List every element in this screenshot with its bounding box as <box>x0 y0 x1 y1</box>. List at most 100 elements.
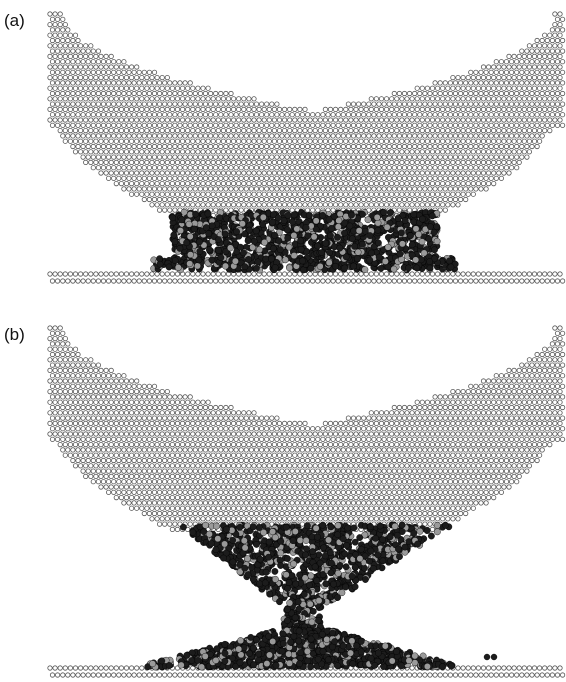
wall-particle <box>50 81 54 85</box>
wall-particle <box>122 405 126 409</box>
wall-particle <box>553 75 557 79</box>
wall-particle <box>382 187 386 191</box>
wall-particle <box>415 192 419 196</box>
wall-particle <box>68 389 72 393</box>
wall-particle <box>208 427 212 431</box>
wall-particle <box>53 379 57 383</box>
wall-particle <box>349 118 353 122</box>
wall-particle <box>168 395 172 399</box>
wall-particle <box>81 416 85 420</box>
wall-particle <box>91 374 95 378</box>
wall-particle <box>453 123 457 127</box>
wall-particle <box>486 160 490 164</box>
wall-particle <box>244 279 248 283</box>
wall-particle <box>504 279 508 283</box>
wall-particle <box>157 113 161 117</box>
wall-particle <box>63 33 67 37</box>
wall-particle <box>356 155 360 159</box>
wall-particle <box>372 144 376 148</box>
wall-particle <box>104 150 108 154</box>
wall-particle <box>272 181 276 185</box>
wall-particle <box>537 442 541 446</box>
wall-particle <box>155 160 159 164</box>
wall-particle <box>226 411 230 415</box>
wall-particle <box>379 128 383 132</box>
wall-particle <box>318 192 322 196</box>
wall-particle <box>66 405 70 409</box>
wall-particle <box>129 192 133 196</box>
wall-particle <box>305 144 309 148</box>
wall-particle <box>94 421 98 425</box>
wall-particle <box>150 203 154 207</box>
wall-particle <box>377 102 381 106</box>
wall-particle <box>132 405 136 409</box>
wall-particle <box>369 97 373 101</box>
wall-particle <box>520 395 524 399</box>
wall-particle <box>137 395 141 399</box>
wall-particle <box>229 416 233 420</box>
wall-particle <box>122 166 126 170</box>
wall-particle <box>252 171 256 175</box>
wall-particle <box>402 91 406 95</box>
wall-particle <box>206 421 210 425</box>
wall-particle <box>58 118 62 122</box>
wall-particle <box>502 86 506 90</box>
wall-particle <box>140 128 144 132</box>
grain <box>196 239 202 245</box>
wall-particle <box>175 139 179 143</box>
wall-particle <box>117 416 121 420</box>
wall-particle <box>282 432 286 436</box>
wall-particle <box>231 411 235 415</box>
wall-particle <box>367 197 371 201</box>
wall-particle <box>216 128 220 132</box>
wall-particle <box>84 86 88 90</box>
wall-particle <box>252 272 256 276</box>
wall-particle <box>84 160 88 164</box>
wall-particle <box>520 144 524 148</box>
wall-particle <box>272 421 276 425</box>
wall-particle <box>313 118 317 122</box>
wall-particle <box>313 181 317 185</box>
wall-particle <box>237 128 241 132</box>
wall-particle <box>379 432 383 436</box>
wall-particle <box>395 411 399 415</box>
wall-particle <box>420 192 424 196</box>
wall-particle <box>186 97 190 101</box>
wall-particle <box>58 411 62 415</box>
wall-particle <box>81 70 85 74</box>
wall-particle <box>288 139 292 143</box>
wall-particle <box>53 44 57 48</box>
wall-particle <box>466 139 470 143</box>
wall-particle <box>55 38 59 42</box>
wall-particle <box>481 389 485 393</box>
wall-particle <box>198 279 202 283</box>
wall-particle <box>553 326 557 330</box>
wall-particle <box>89 432 93 436</box>
wall-particle <box>237 181 241 185</box>
wall-particle <box>344 421 348 425</box>
wall-particle <box>112 134 116 138</box>
wall-particle <box>68 368 72 372</box>
wall-particle <box>94 411 98 415</box>
wall-particle <box>532 432 536 436</box>
wall-particle <box>458 405 462 409</box>
wall-particle <box>390 128 394 132</box>
wall-particle <box>247 411 251 415</box>
wall-particle <box>486 421 490 425</box>
wall-particle <box>160 150 164 154</box>
wall-particle <box>71 144 75 148</box>
wall-particle <box>208 416 212 420</box>
wall-particle <box>221 442 225 446</box>
wall-particle <box>464 416 468 420</box>
wall-particle <box>229 134 233 138</box>
wall-particle <box>537 107 541 111</box>
wall-particle <box>331 208 335 212</box>
wall-particle <box>494 374 498 378</box>
wall-particle <box>497 411 501 415</box>
wall-particle <box>346 166 350 170</box>
wall-particle <box>453 134 457 138</box>
wall-particle <box>239 427 243 431</box>
wall-particle <box>262 442 266 446</box>
wall-particle <box>346 187 350 191</box>
grain <box>405 265 411 271</box>
